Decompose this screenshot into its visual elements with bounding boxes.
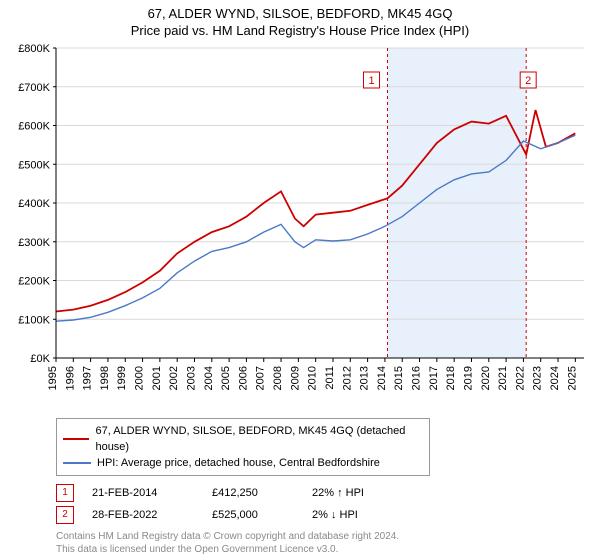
price-chart: £0K £100K £200K £300K £400K £500K £600K £700K £8… <box>0 42 600 412</box>
event-row: 1 21-FEB-2014 £412,250 22% ↑ HPI <box>56 484 580 502</box>
attribution-line: This data is licensed under the Open Gov… <box>56 543 580 556</box>
svg-text:2011: 2011 <box>324 366 336 390</box>
svg-text:2005: 2005 <box>220 366 232 390</box>
legend-swatch <box>63 438 89 440</box>
svg-text:1996: 1996 <box>64 366 76 390</box>
event-date: 28-FEB-2022 <box>92 509 212 521</box>
svg-text:2: 2 <box>525 75 531 87</box>
legend-item: HPI: Average price, detached house, Cent… <box>63 455 423 471</box>
svg-text:£200K: £200K <box>18 276 50 288</box>
svg-text:2022: 2022 <box>514 366 526 390</box>
svg-text:2020: 2020 <box>480 366 492 390</box>
event-delta: 2% ↓ HPI <box>312 509 358 521</box>
event-marker-icon: 1 <box>56 484 74 502</box>
legend-swatch <box>63 462 91 464</box>
svg-text:2002: 2002 <box>168 366 180 390</box>
attribution-line: Contains HM Land Registry data © Crown c… <box>56 530 580 543</box>
attribution: Contains HM Land Registry data © Crown c… <box>56 530 580 556</box>
svg-text:2003: 2003 <box>185 366 197 390</box>
svg-text:£0K: £0K <box>30 353 50 365</box>
svg-text:2013: 2013 <box>359 366 371 390</box>
svg-text:£300K: £300K <box>18 237 50 249</box>
event-price: £525,000 <box>212 509 312 521</box>
svg-text:2023: 2023 <box>532 366 544 390</box>
svg-text:2024: 2024 <box>549 366 561 390</box>
svg-text:2018: 2018 <box>445 366 457 390</box>
event-delta: 22% ↑ HPI <box>312 487 364 499</box>
svg-text:£800K: £800K <box>18 43 50 55</box>
legend-label: HPI: Average price, detached house, Cent… <box>97 455 380 471</box>
svg-text:£600K: £600K <box>18 121 50 133</box>
event-row: 2 28-FEB-2022 £525,000 2% ↓ HPI <box>56 506 580 524</box>
svg-text:1995: 1995 <box>47 366 59 390</box>
page-title: 67, ALDER WYND, SILSOE, BEDFORD, MK45 4G… <box>0 0 600 21</box>
svg-text:2014: 2014 <box>376 366 388 390</box>
svg-text:£100K: £100K <box>18 314 50 326</box>
legend-label: 67, ALDER WYND, SILSOE, BEDFORD, MK45 4G… <box>95 423 423 455</box>
svg-text:£500K: £500K <box>18 159 50 171</box>
svg-text:1998: 1998 <box>99 366 111 390</box>
svg-text:2001: 2001 <box>151 366 163 390</box>
svg-text:2008: 2008 <box>272 366 284 390</box>
event-date: 21-FEB-2014 <box>92 487 212 499</box>
svg-text:£700K: £700K <box>18 82 50 94</box>
legend-item: 67, ALDER WYND, SILSOE, BEDFORD, MK45 4G… <box>63 423 423 455</box>
svg-text:2021: 2021 <box>497 366 509 390</box>
svg-text:2015: 2015 <box>393 366 405 390</box>
svg-text:1999: 1999 <box>116 366 128 390</box>
svg-text:2010: 2010 <box>307 366 319 390</box>
svg-text:2004: 2004 <box>203 366 215 390</box>
event-marker-icon: 2 <box>56 506 74 524</box>
svg-text:2019: 2019 <box>462 366 474 390</box>
svg-text:2017: 2017 <box>428 366 440 390</box>
event-price: £412,250 <box>212 487 312 499</box>
svg-text:2000: 2000 <box>134 366 146 390</box>
events-table: 1 21-FEB-2014 £412,250 22% ↑ HPI 2 28-FE… <box>56 484 580 524</box>
legend: 67, ALDER WYND, SILSOE, BEDFORD, MK45 4G… <box>56 418 430 476</box>
svg-text:£400K: £400K <box>18 198 50 210</box>
svg-text:2025: 2025 <box>566 366 578 390</box>
svg-text:2012: 2012 <box>341 366 353 390</box>
svg-text:2006: 2006 <box>237 366 249 390</box>
svg-text:2007: 2007 <box>255 366 267 390</box>
svg-text:1997: 1997 <box>82 366 94 390</box>
svg-text:1: 1 <box>368 75 374 87</box>
svg-text:2009: 2009 <box>289 366 301 390</box>
svg-text:2016: 2016 <box>411 366 423 390</box>
page-subtitle: Price paid vs. HM Land Registry's House … <box>0 21 600 42</box>
